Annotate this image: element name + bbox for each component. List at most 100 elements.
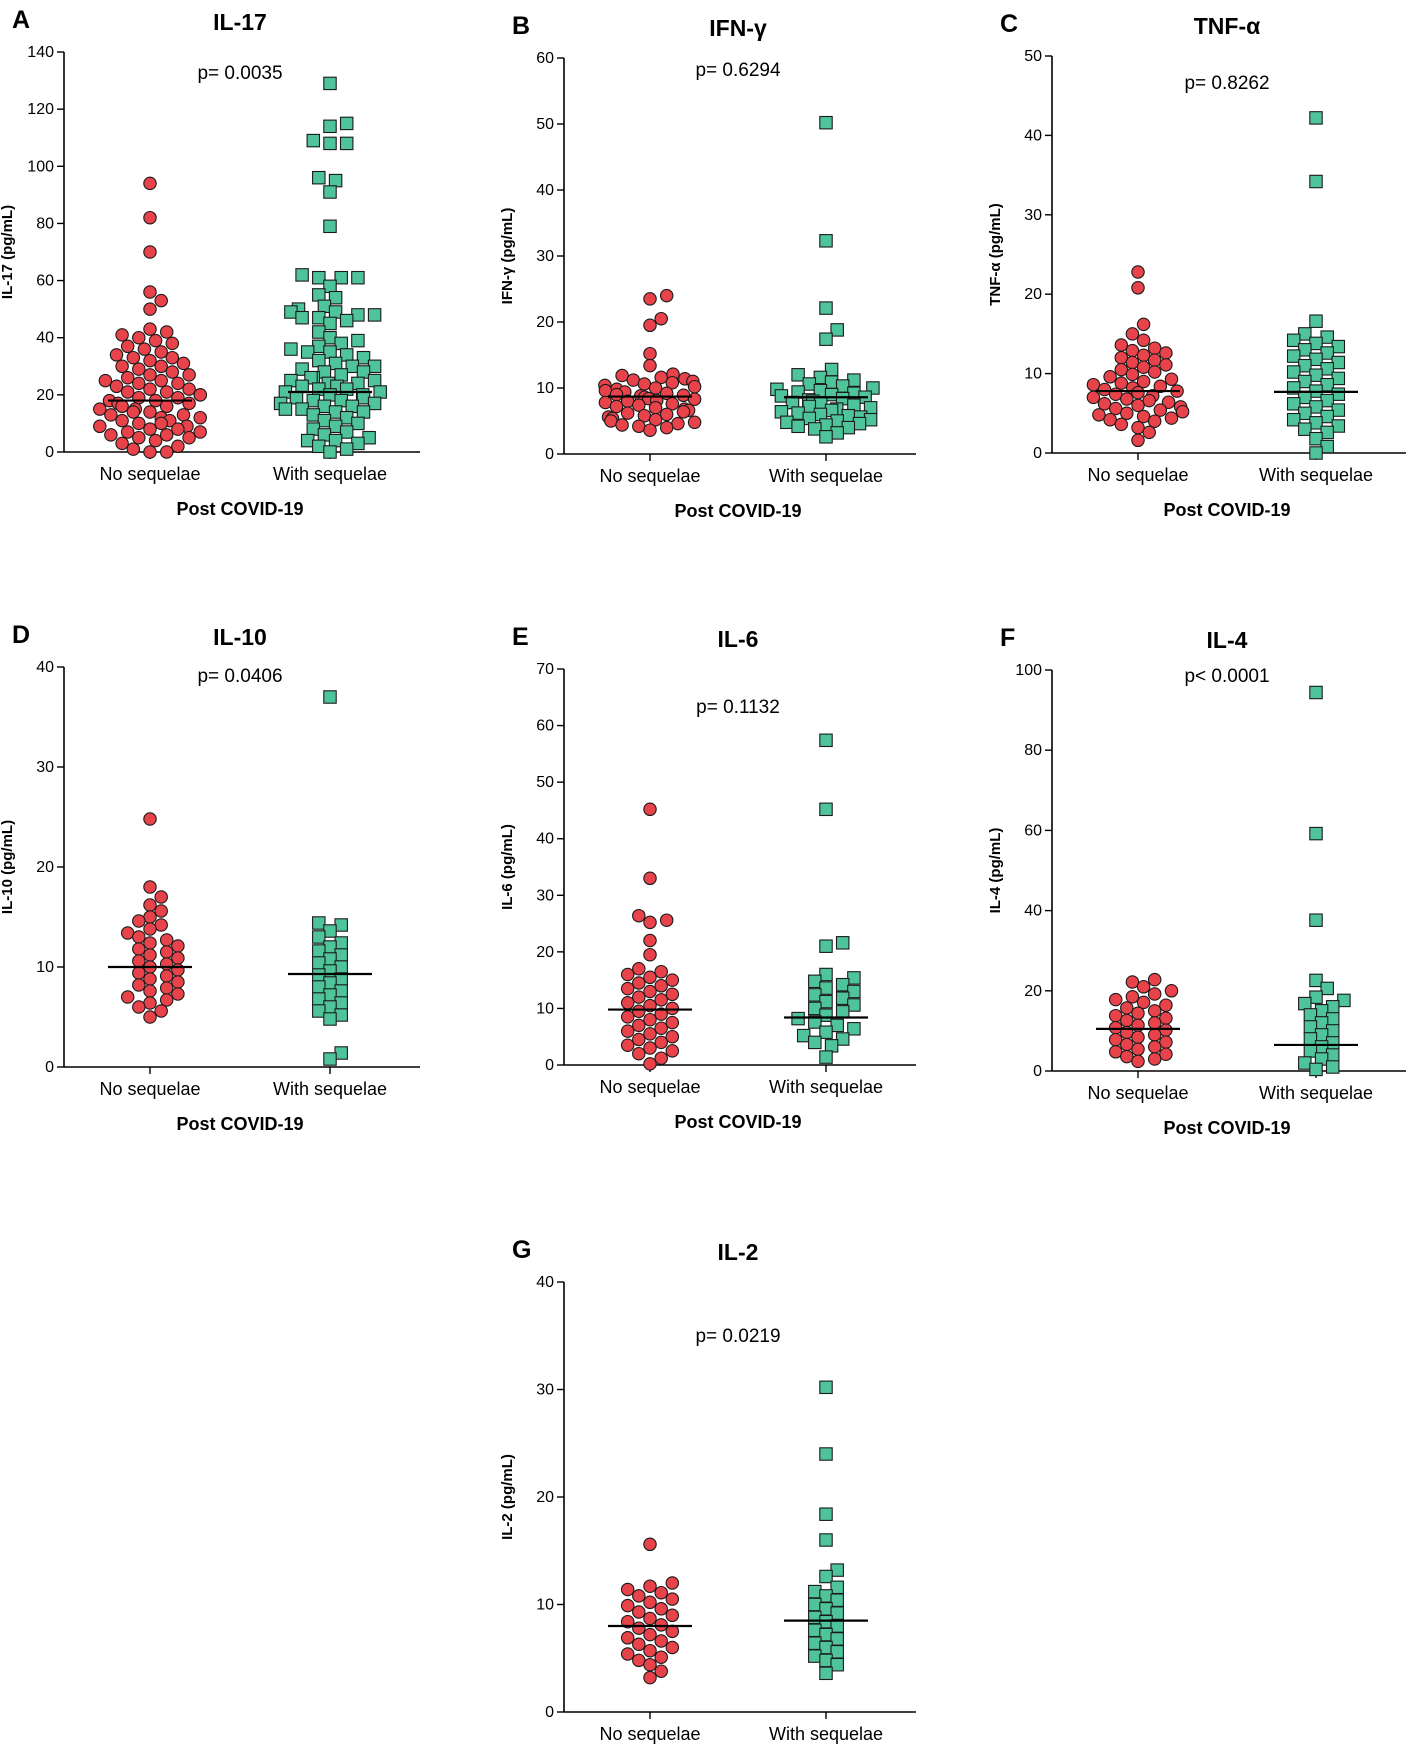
panel-letter: G	[512, 1236, 531, 1264]
data-point-square	[819, 1533, 833, 1547]
data-point-circle	[632, 976, 646, 990]
data-point-circle	[632, 908, 646, 923]
data-point-square	[824, 362, 839, 377]
data-point-square	[323, 988, 337, 1002]
data-point-circle	[643, 423, 657, 437]
data-point-circle	[609, 387, 624, 402]
data-point-square	[306, 393, 321, 408]
data-point-circle	[1120, 1037, 1134, 1052]
data-point-circle	[648, 381, 663, 395]
data-point-circle	[1120, 392, 1134, 406]
panel-letter: E	[512, 623, 529, 651]
data-point-square	[808, 1623, 822, 1638]
data-point-circle	[1086, 390, 1101, 405]
data-point-circle	[1131, 1006, 1145, 1021]
data-point-circle	[143, 880, 157, 894]
data-point-square	[312, 310, 326, 325]
data-point-square	[334, 918, 348, 932]
data-point-square	[312, 992, 326, 1006]
data-point-square	[323, 1000, 337, 1014]
data-point-square	[808, 1015, 822, 1029]
data-point-circle	[1136, 374, 1151, 389]
data-point-square	[339, 136, 354, 151]
data-point-circle	[1108, 992, 1123, 1007]
data-point-circle	[1103, 412, 1117, 427]
data-point-square	[830, 1593, 844, 1607]
y-tick-label: 30	[536, 1382, 554, 1399]
chart-title: IL-4	[1207, 627, 1248, 653]
data-point-square	[1320, 362, 1334, 376]
data-point-square	[312, 1004, 326, 1018]
data-point-circle	[171, 987, 185, 1001]
data-point-circle	[120, 990, 135, 1004]
data-point-square	[1309, 174, 1323, 189]
data-point-circle	[132, 330, 146, 345]
data-point-circle	[148, 433, 163, 448]
data-point-square	[1320, 409, 1334, 424]
y-tick-label: 40	[536, 182, 554, 199]
data-point-square	[334, 1046, 348, 1060]
data-point-circle	[120, 926, 135, 940]
data-point-square	[1320, 425, 1334, 440]
x-axis-title: Post COVID-19	[1163, 1118, 1290, 1138]
data-point-square	[847, 998, 861, 1012]
data-point-circle	[620, 1598, 635, 1613]
data-point-square	[339, 313, 354, 328]
data-point-circle	[643, 1012, 657, 1027]
data-point-square	[323, 136, 337, 151]
data-point-square	[819, 418, 833, 432]
data-point-circle	[1159, 1011, 1173, 1025]
data-point-square	[312, 382, 326, 396]
data-point-circle	[132, 376, 146, 391]
data-point-square	[339, 348, 354, 362]
data-point-square	[312, 325, 326, 339]
panel-e: E IL-6 0 10 20 30 40 50 60 70 IL-6 (pg/mL) No seque…	[499, 623, 916, 1132]
data-point-circle	[159, 969, 174, 983]
data-point-circle	[1114, 362, 1129, 377]
y-tick-label: 50	[536, 774, 554, 791]
y-tick-label: 0	[545, 1704, 554, 1721]
data-point-square	[1320, 377, 1334, 392]
data-point-circle	[632, 419, 646, 434]
data-point-square	[819, 981, 833, 995]
data-point-circle	[143, 948, 157, 962]
x-axis-title: Post COVID-19	[1163, 500, 1290, 520]
y-tick-label: 40	[36, 659, 54, 676]
data-point-circle	[132, 390, 146, 405]
data-point-circle	[193, 388, 208, 402]
data-point-square	[323, 76, 337, 91]
y-tick-label: 40	[36, 330, 54, 347]
data-point-circle	[1131, 281, 1145, 295]
data-point-square	[334, 270, 348, 285]
data-point-square	[1309, 352, 1323, 367]
data-point-square	[367, 308, 382, 322]
y-tick-label: 30	[536, 887, 554, 904]
data-point-square	[1325, 1024, 1340, 1038]
p-value-annotation: p< 0.0001	[1184, 666, 1269, 687]
y-tick-label: 10	[536, 1000, 554, 1017]
data-point-circle	[115, 399, 129, 414]
data-point-square	[1325, 1000, 1340, 1014]
data-point-circle	[598, 395, 613, 410]
data-point-circle	[159, 385, 174, 399]
data-point-square	[819, 1447, 833, 1461]
data-point-square	[367, 359, 382, 374]
category-label: No sequelae	[1087, 465, 1188, 485]
y-axis-label: IL-4 (pg/mL)	[987, 828, 1004, 914]
data-point-square	[356, 365, 371, 379]
data-point-circle	[1147, 353, 1162, 367]
data-point-circle	[1108, 387, 1123, 401]
category-label: With sequelae	[769, 466, 883, 486]
data-point-square	[328, 356, 343, 371]
data-point-square	[1337, 993, 1351, 1008]
x-axis-title: Post COVID-19	[674, 501, 801, 521]
y-tick-label: 20	[1024, 286, 1042, 303]
data-point-square	[312, 956, 326, 970]
data-point-circle	[1136, 360, 1151, 374]
data-point-square	[819, 1627, 833, 1642]
series-no-sequelae	[1086, 265, 1190, 448]
data-point-circle	[143, 936, 157, 950]
data-point-square	[835, 1032, 850, 1046]
data-point-circle	[159, 993, 174, 1007]
data-point-circle	[171, 376, 185, 391]
